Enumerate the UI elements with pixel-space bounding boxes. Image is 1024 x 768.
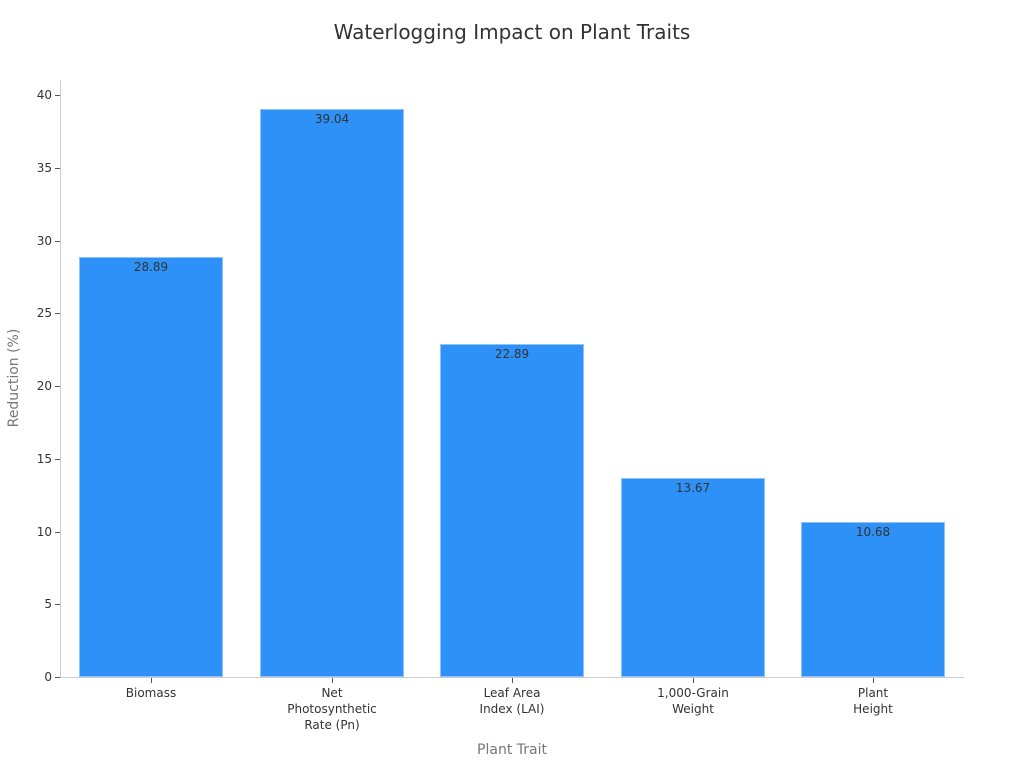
y-axis-title: Reduction (%) [6,328,22,428]
y-tick-mark [55,95,60,96]
y-tick-mark [55,458,60,460]
y-tick-mark [55,531,60,533]
y-tick: 15 [0,452,60,466]
y-tick-mark [55,240,60,242]
x-tick-label: 1,000-Grain Weight [657,686,729,716]
y-tick: 25 [0,306,60,320]
x-axis-title: Plant Trait [477,742,547,758]
y-tick-label: 40 [36,88,52,102]
y-tick-mark [55,677,60,678]
y-tick-label: 5 [44,597,52,612]
y-tick-mark [55,604,60,606]
y-tick: 35 [0,161,60,175]
bar[interactable]: 28.89 [79,256,223,677]
y-tick-label: 10 [36,524,52,539]
y-tick-label: 15 [36,451,52,466]
chart-title: Waterlogging Impact on Plant Traits [333,20,691,44]
bar-value-label: 28.89 [133,259,169,274]
x-tick-mark [332,678,333,683]
y-tick: 40 [0,88,60,102]
y-tick: 20 [0,379,60,393]
x-tick-label: Net Photosynthetic Rate (Pn) [287,686,377,732]
y-tick-label: 0 [44,670,52,684]
x-tick-mark [873,678,874,683]
bar[interactable]: 39.04 [260,108,404,677]
y-tick: 0 [0,670,60,684]
x-tick-mark [512,678,513,683]
bar-value-label: 13.67 [675,481,711,496]
y-tick-label: 25 [36,306,52,321]
x-axis-line [60,677,964,678]
y-tick-label: 20 [36,379,52,393]
y-tick: 10 [0,525,60,539]
y-tick-label: 35 [36,160,52,175]
y-tick-mark [55,386,60,387]
y-tick-label: 30 [36,233,52,248]
bar[interactable]: 22.89 [440,343,584,677]
bar[interactable]: 10.68 [801,521,945,677]
bar-value-label: 22.89 [494,346,530,361]
y-tick-mark [55,167,60,169]
y-axis-line [60,80,61,677]
bar-value-label: 39.04 [314,111,350,126]
y-tick: 30 [0,234,60,248]
bar[interactable]: 13.67 [621,478,765,677]
bar-value-label: 10.68 [855,524,891,539]
x-tick-label: Plant Height [853,686,893,716]
x-tick-label: Leaf Area Index (LAI) [479,686,545,716]
x-tick-mark [693,678,694,683]
x-tick-label: Biomass [125,686,177,700]
y-tick: 5 [0,597,60,611]
x-tick-mark [151,678,152,683]
y-tick-mark [55,313,60,315]
